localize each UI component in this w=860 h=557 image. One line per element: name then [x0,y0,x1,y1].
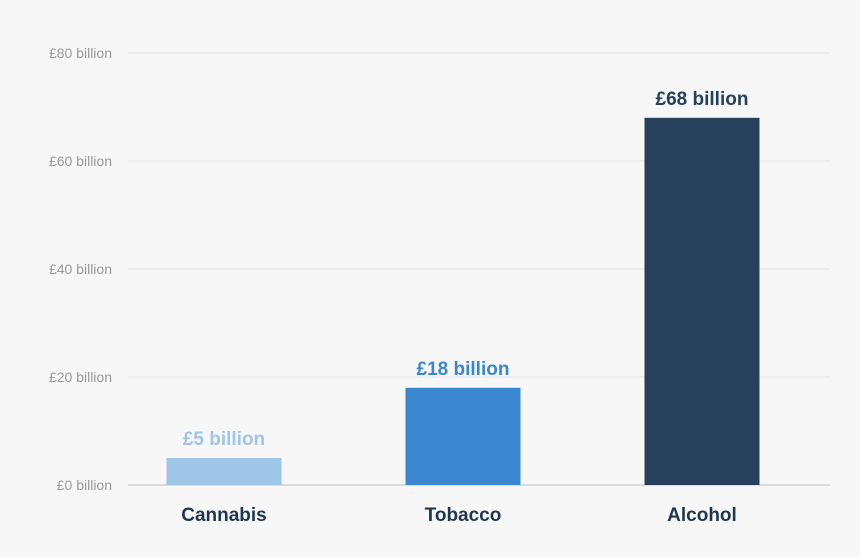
y-tick-label: £80 billion [49,45,112,61]
bars [166,117,760,486]
y-tick-label: £0 billion [57,477,112,493]
value-label-alcohol: £68 billion [656,89,749,110]
bar-alcohol [644,117,760,486]
y-tick-label: £60 billion [49,153,112,169]
y-tick-label: £20 billion [49,369,112,385]
bar-tobacco [405,387,521,485]
bar-cannabis [166,458,282,485]
category-label-cannabis: Cannabis [181,505,267,526]
y-axis-tick-labels: £0 billion £20 billion £40 billion £60 bill… [49,45,112,493]
value-labels: £5 billion £18 billion £68 billion [183,89,749,450]
value-label-tobacco: £18 billion [417,359,510,380]
category-label-tobacco: Tobacco [425,505,502,526]
value-label-cannabis: £5 billion [183,429,265,450]
category-labels: Cannabis Tobacco Alcohol [181,505,737,526]
category-label-alcohol: Alcohol [667,505,737,526]
y-tick-label: £40 billion [49,261,112,277]
